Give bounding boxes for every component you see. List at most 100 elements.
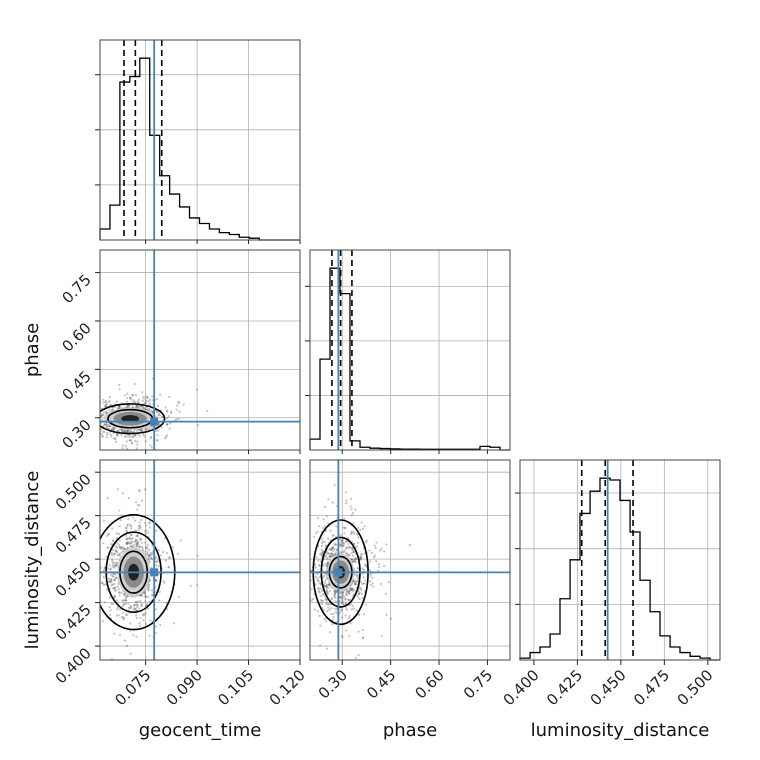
sample-point xyxy=(343,595,346,599)
sample-point xyxy=(116,599,119,602)
sample-point xyxy=(127,435,130,438)
sample-point xyxy=(115,546,119,549)
sample-point xyxy=(317,588,320,591)
sample-point xyxy=(110,573,113,576)
sample-point xyxy=(325,556,329,559)
sample-point xyxy=(120,433,123,437)
sample-point xyxy=(340,542,343,545)
sample-point xyxy=(348,590,351,593)
sample-point xyxy=(342,542,345,545)
sample-point xyxy=(108,395,111,399)
sample-point xyxy=(345,546,348,549)
sample-point xyxy=(340,602,344,605)
sample-point xyxy=(321,576,325,579)
sample-point xyxy=(157,412,160,415)
sample-point xyxy=(145,428,148,431)
sample-point xyxy=(148,554,151,557)
sample-point xyxy=(345,592,348,595)
sample-point xyxy=(103,423,107,426)
sample-point xyxy=(371,582,374,585)
sample-point xyxy=(341,598,344,601)
sample-point xyxy=(134,603,138,606)
sample-point xyxy=(105,433,109,436)
sample-point xyxy=(103,404,106,407)
truth-marker xyxy=(334,568,343,577)
sample-point xyxy=(166,423,169,426)
sample-point xyxy=(128,438,132,442)
density-core xyxy=(121,415,140,423)
sample-point xyxy=(105,555,108,558)
sample-point xyxy=(359,528,362,531)
sample-point xyxy=(92,417,94,419)
sample-point xyxy=(128,537,131,540)
sample-point xyxy=(121,549,125,553)
sample-point xyxy=(358,597,361,601)
sample-point xyxy=(129,542,132,545)
sample-point xyxy=(361,597,364,600)
sample-point xyxy=(305,568,307,570)
sample-point xyxy=(142,433,145,436)
sample-point xyxy=(119,547,122,551)
sample-point xyxy=(351,548,354,552)
sample-point xyxy=(331,549,335,552)
sample-point xyxy=(135,404,139,408)
sample-point xyxy=(330,548,333,551)
sample-point xyxy=(354,557,357,560)
sample-point xyxy=(357,536,360,539)
sample-point xyxy=(131,516,135,519)
sample-point xyxy=(139,599,142,603)
sample-point xyxy=(364,579,367,582)
sample-point xyxy=(154,579,158,582)
sample-point xyxy=(110,553,113,556)
sample-point xyxy=(144,439,147,443)
sample-point xyxy=(115,440,118,443)
sample-point xyxy=(101,435,104,438)
sample-point xyxy=(128,433,131,437)
sample-point xyxy=(138,434,142,438)
sample-point xyxy=(107,567,110,570)
sample-point xyxy=(136,433,140,436)
sample-point xyxy=(129,435,132,438)
sample-point xyxy=(369,574,372,577)
sample-point xyxy=(142,406,145,410)
sample-point xyxy=(141,405,144,408)
sample-point xyxy=(372,585,375,588)
sample-point xyxy=(320,552,323,556)
sample-point xyxy=(118,525,121,528)
sample-point xyxy=(314,532,318,535)
sample-point xyxy=(364,564,368,567)
sample-point xyxy=(353,582,357,586)
sample-point xyxy=(341,539,344,542)
sample-point xyxy=(112,586,116,589)
sample-point xyxy=(114,564,117,568)
sample-point xyxy=(144,622,148,626)
sample-point xyxy=(154,625,157,628)
sample-point xyxy=(352,558,355,561)
sample-point xyxy=(354,656,357,660)
sample-point xyxy=(349,505,352,508)
sample-point xyxy=(113,566,116,569)
sample-point xyxy=(168,395,171,398)
sample-point xyxy=(127,429,130,432)
x-tick-label: 0.500 xyxy=(674,666,717,709)
sample-point xyxy=(143,613,146,616)
sample-point xyxy=(150,589,154,592)
sample-point xyxy=(139,430,142,433)
sample-point xyxy=(329,630,332,634)
sample-point xyxy=(323,581,326,584)
sample-point xyxy=(365,539,368,542)
sample-point xyxy=(125,440,128,443)
sample-point xyxy=(146,396,149,399)
sample-point xyxy=(352,589,356,592)
sample-point xyxy=(138,521,142,524)
sample-point xyxy=(344,547,348,550)
scatter-panel-phase-luminosity_distance xyxy=(305,459,511,661)
sample-point xyxy=(111,539,115,542)
sample-point xyxy=(144,488,147,491)
sample-point xyxy=(340,541,343,544)
sample-point xyxy=(131,537,134,540)
sample-point xyxy=(158,590,161,593)
sample-point xyxy=(350,530,353,533)
sample-point xyxy=(110,435,113,438)
sample-point xyxy=(325,583,328,586)
